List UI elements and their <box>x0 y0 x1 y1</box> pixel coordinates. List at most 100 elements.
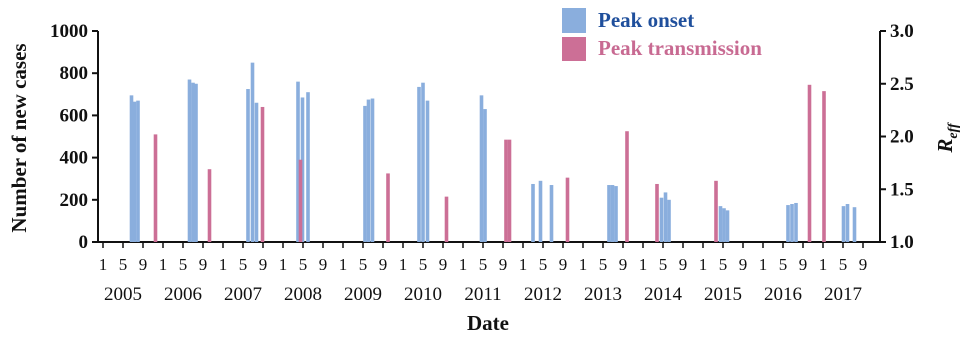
bar-peak-onset <box>300 97 305 242</box>
x-month-label: 1 <box>459 255 468 274</box>
bar-peak-transmission <box>625 131 629 242</box>
legend-label-peak-transmission: Peak transmission <box>598 36 762 60</box>
bar-peak-onset <box>246 89 250 243</box>
x-month-label: 9 <box>439 255 448 274</box>
x-month-label: 9 <box>799 255 808 274</box>
bar-peak-transmission <box>386 173 390 242</box>
x-month-label: 1 <box>399 255 408 274</box>
x-month-label: 9 <box>379 255 388 274</box>
x-month-label: 1 <box>639 255 648 274</box>
y2-tick-label: 3.0 <box>890 21 914 42</box>
bar-peak-onset <box>790 204 794 242</box>
bars-group <box>129 62 857 243</box>
bar-peak-transmission <box>714 180 718 242</box>
bar-peak-transmission <box>807 84 812 243</box>
bar-peak-transmission <box>565 177 570 242</box>
bar-peak-onset <box>483 109 487 242</box>
y-tick-label: 200 <box>60 190 89 211</box>
svg-text:Reff: Reff <box>933 122 961 154</box>
bar-peak-onset <box>794 202 798 242</box>
x-year-label: 2010 <box>404 284 442 305</box>
bar-peak-transmission <box>444 196 449 242</box>
y2-axis-title-main: R <box>933 139 957 154</box>
x-month-label: 9 <box>319 255 328 274</box>
y2-tick-label: 2.0 <box>890 127 914 148</box>
axes-group <box>92 30 886 248</box>
x-month-label: 1 <box>759 255 768 274</box>
x-year-label: 2009 <box>344 284 382 305</box>
bar-peak-onset <box>549 185 554 242</box>
bar-peak-onset <box>718 206 723 242</box>
x-month-label: 1 <box>819 255 828 274</box>
x-month-label: 9 <box>139 255 148 274</box>
legend: Peak onset Peak transmission <box>562 8 762 61</box>
x-axis-title: Date <box>467 311 509 335</box>
x-month-label: 5 <box>479 255 488 274</box>
x-year-label: 2006 <box>164 284 202 305</box>
bar-peak-onset <box>370 98 375 243</box>
y-tick-label: 800 <box>60 63 89 84</box>
y2-tick-label: 2.5 <box>890 74 914 95</box>
bar-peak-transmission <box>207 169 212 242</box>
x-month-label: 5 <box>119 255 128 274</box>
legend-label-peak-onset: Peak onset <box>598 8 694 32</box>
bar-peak-onset <box>663 192 668 242</box>
x-month-label: 5 <box>239 255 248 274</box>
y2-tick-label: 1.5 <box>890 179 914 200</box>
x-month-label: 1 <box>279 255 288 274</box>
bar-peak-onset <box>254 102 259 243</box>
bar-peak-onset <box>531 183 535 242</box>
x-month-label: 1 <box>219 255 228 274</box>
bar-peak-onset <box>425 100 430 242</box>
y-tick-label: 600 <box>60 105 89 126</box>
bar-peak-onset <box>366 99 371 242</box>
x-month-label: 5 <box>599 255 608 274</box>
y-tick-label: 1000 <box>50 21 88 42</box>
bar-peak-onset <box>614 186 618 242</box>
x-month-label: 1 <box>339 255 348 274</box>
bar-peak-transmission <box>822 91 826 242</box>
bar-peak-onset <box>786 205 790 242</box>
bar-peak-onset <box>610 185 615 242</box>
bar-peak-transmission <box>153 134 158 242</box>
bar-peak-onset <box>479 95 484 242</box>
x-month-label: 1 <box>99 255 108 274</box>
x-month-label: 5 <box>539 255 548 274</box>
x-year-label: 2007 <box>224 284 262 305</box>
y2-tick-label: 1.0 <box>890 232 914 253</box>
bar-peak-transmission <box>507 139 512 242</box>
y2-axis-title-sub: eff <box>946 122 961 139</box>
bar-peak-onset <box>306 92 310 242</box>
x-year-label: 2014 <box>644 284 683 305</box>
x-year-label: 2013 <box>584 284 622 305</box>
bar-peak-onset <box>725 210 730 242</box>
bar-peak-onset <box>129 95 134 242</box>
bar-peak-onset <box>607 185 611 242</box>
x-month-label: 1 <box>579 255 588 274</box>
x-year-label: 2005 <box>104 284 142 305</box>
x-month-label: 1 <box>519 255 528 274</box>
bar-peak-onset <box>194 83 198 242</box>
x-month-label: 5 <box>179 255 188 274</box>
y-tick-label: 400 <box>60 148 89 169</box>
bar-peak-onset <box>363 105 367 242</box>
x-month-label: 9 <box>679 255 688 274</box>
bar-peak-transmission <box>504 139 508 242</box>
x-year-label: 2011 <box>464 284 501 305</box>
x-year-label: 2016 <box>764 284 802 305</box>
x-month-label: 5 <box>419 255 428 274</box>
y-axis-title: Number of new cases <box>7 43 31 232</box>
x-month-label: 5 <box>359 255 368 274</box>
x-month-label: 5 <box>659 255 668 274</box>
x-month-label: 1 <box>699 255 708 274</box>
bar-peak-onset <box>845 204 850 242</box>
x-month-label: 5 <box>839 255 848 274</box>
bar-peak-onset <box>421 82 425 242</box>
bar-peak-onset <box>722 208 726 242</box>
bar-peak-onset <box>136 100 140 242</box>
x-year-label: 2008 <box>284 284 322 305</box>
x-year-label: 2017 <box>824 284 862 305</box>
x-month-label: 9 <box>619 255 628 274</box>
